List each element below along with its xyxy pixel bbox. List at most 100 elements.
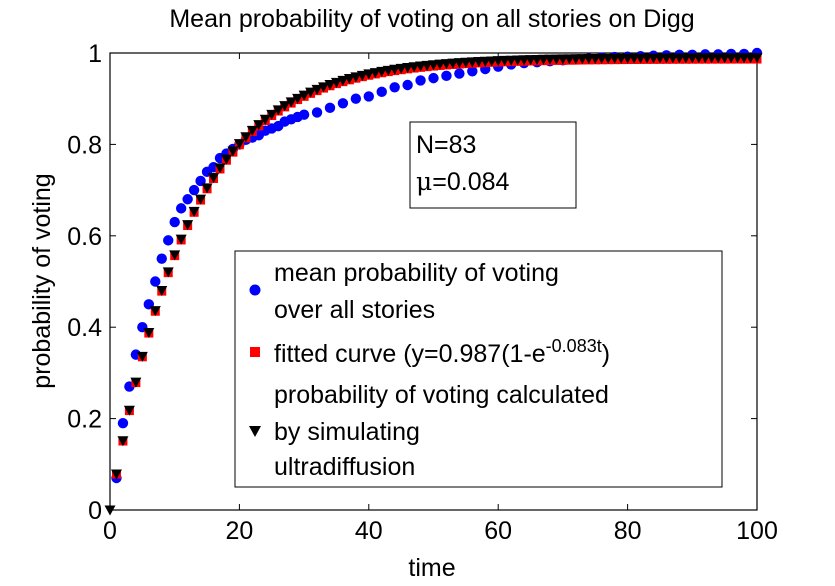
mean-point <box>298 109 310 120</box>
sim-point <box>195 194 207 205</box>
x-tick-label: 60 <box>484 517 512 545</box>
sim-point <box>188 206 200 217</box>
sim-point <box>382 65 394 76</box>
mean-point <box>188 184 200 196</box>
sim-point <box>117 436 129 447</box>
sim-point <box>318 82 330 93</box>
sim-point <box>259 114 271 125</box>
parameter-box-frame <box>409 121 577 209</box>
mean-point <box>467 66 478 77</box>
mu-value: =0.084 <box>432 168 509 196</box>
legend-sim-line2: by simulating <box>274 418 420 446</box>
sim-point <box>272 105 284 116</box>
legend-fit-close: ) <box>602 340 610 368</box>
x-axis-label: time <box>408 554 455 582</box>
x-tick-label: 20 <box>225 517 253 545</box>
mean-point <box>350 93 362 104</box>
sim-point <box>156 285 168 296</box>
data-markers <box>104 47 763 516</box>
legend-mean-line2: over all stories <box>274 296 435 324</box>
legend-sim-line3: ultradiffusion <box>274 453 415 481</box>
legend-frame <box>234 250 723 488</box>
mu-label: μ=0.084 <box>416 167 510 196</box>
x-tick-label: 40 <box>355 517 383 545</box>
sim-point <box>292 93 304 104</box>
mean-point <box>402 79 413 91</box>
x-tick-label: 100 <box>736 517 778 545</box>
mu-symbol: μ <box>416 167 432 196</box>
sim-point <box>123 405 135 416</box>
sim-point <box>330 77 342 88</box>
legend-marker-mean <box>249 284 261 296</box>
y-tick-label: 1 <box>88 40 102 68</box>
y-axis-label: probability of voting <box>28 173 56 388</box>
y-tick-label: 0 <box>88 497 102 525</box>
axis-ticks: 0 20 40 60 80 100 0 0.2 0.4 0.6 0.8 1 <box>67 40 778 545</box>
sim-point <box>162 267 174 278</box>
sim-point <box>395 63 407 74</box>
mean-point <box>454 68 465 79</box>
mean-point <box>337 98 349 109</box>
sim-point <box>169 250 181 261</box>
sim-point <box>246 125 258 136</box>
mean-point <box>428 72 439 84</box>
legend-fit-exponent: -0.083t <box>546 336 602 356</box>
x-tick-label: 80 <box>614 517 642 545</box>
y-tick-label: 0.6 <box>67 223 102 251</box>
mean-point <box>150 276 161 287</box>
mean-point <box>311 107 323 118</box>
sim-point <box>201 183 213 194</box>
mean-point <box>324 102 336 114</box>
sim-point <box>149 306 161 317</box>
sim-point <box>266 109 278 120</box>
sim-point <box>350 72 362 83</box>
sim-point <box>343 74 355 85</box>
sim-point <box>136 351 148 362</box>
sim-point <box>227 146 239 157</box>
mean-point <box>117 417 129 429</box>
sim-point <box>214 163 226 174</box>
sim-point <box>279 101 291 112</box>
sim-point <box>298 90 310 101</box>
chart-title: Mean probability of voting on all storie… <box>169 5 694 33</box>
legend-fit-main: fitted curve (y=0.987(1-e <box>274 340 546 368</box>
sim-point <box>311 84 323 95</box>
mean-point <box>156 253 167 264</box>
mean-point <box>415 75 426 86</box>
legend-fit-label: fitted curve (y=0.987(1-e-0.083t) <box>274 336 610 368</box>
mean-point <box>389 82 400 93</box>
legend-marker-sim <box>249 426 261 437</box>
series-sim <box>104 53 763 516</box>
parameter-box: N=83 μ=0.084 <box>409 121 577 209</box>
sim-point <box>356 70 368 81</box>
legend-mean-line1: mean probability of voting <box>274 259 559 287</box>
mean-point <box>363 91 374 102</box>
legend-marker-fit <box>250 347 260 357</box>
sim-point <box>143 328 155 339</box>
n-label: N=83 <box>416 131 476 159</box>
mean-point <box>175 203 187 214</box>
sim-point <box>751 53 763 64</box>
y-tick-label: 0.2 <box>67 406 102 434</box>
sim-point <box>285 97 297 108</box>
sim-point <box>104 505 116 516</box>
sim-point <box>220 154 232 165</box>
sim-point <box>324 79 336 90</box>
sim-point <box>110 469 122 480</box>
sim-point <box>363 69 375 80</box>
y-tick-label: 0.8 <box>67 131 102 159</box>
mean-point <box>182 194 193 205</box>
x-tick-label: 0 <box>103 517 117 545</box>
mean-point <box>169 216 180 228</box>
sim-point <box>402 63 414 74</box>
sim-point <box>369 68 381 79</box>
sim-point <box>389 64 401 75</box>
sim-point <box>175 234 187 245</box>
mean-point <box>376 86 387 98</box>
sim-point <box>208 172 220 183</box>
y-tick-label: 0.4 <box>67 314 102 342</box>
sim-point <box>253 120 265 131</box>
sim-point <box>337 75 349 86</box>
sim-point <box>182 220 194 231</box>
